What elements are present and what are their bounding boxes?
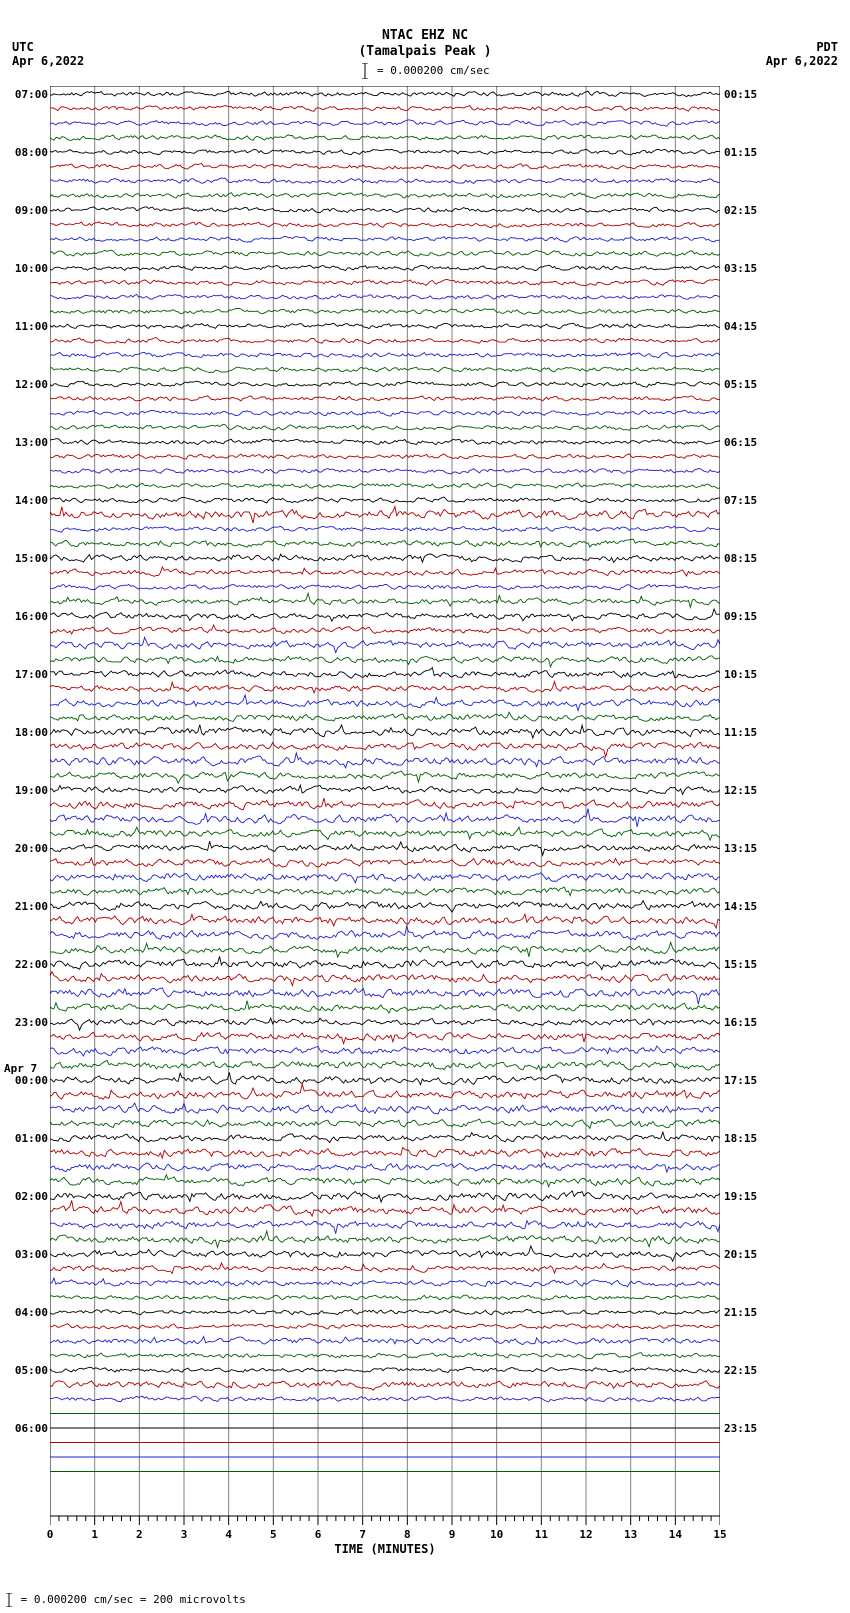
timezone-left: UTC Apr 6,2022 <box>12 40 84 68</box>
pdt-label: 18:15 <box>724 1132 757 1145</box>
x-tick: 10 <box>490 1528 503 1541</box>
pdt-label: 19:15 <box>724 1190 757 1203</box>
pdt-label: 20:15 <box>724 1248 757 1261</box>
pdt-label: 12:15 <box>724 784 757 797</box>
seismogram-svg <box>50 86 720 1516</box>
pdt-label: 03:15 <box>724 262 757 275</box>
utc-label: 10:00 <box>15 262 48 275</box>
date-marker: Apr 7 <box>4 1062 37 1075</box>
utc-label: 15:00 <box>15 552 48 565</box>
utc-label: 07:00 <box>15 88 48 101</box>
footer-scale-bar-icon <box>4 1593 14 1607</box>
utc-label: 16:00 <box>15 610 48 623</box>
utc-label: 21:00 <box>15 900 48 913</box>
utc-label: 00:00 <box>15 1074 48 1087</box>
pdt-label: 09:15 <box>724 610 757 623</box>
timezone-right: PDT Apr 6,2022 <box>766 40 838 68</box>
x-tick: 15 <box>713 1528 726 1541</box>
chart-header: NTAC EHZ NC (Tamalpais Peak ) = 0.000200… <box>0 0 850 79</box>
utc-label: 18:00 <box>15 726 48 739</box>
utc-label: 04:00 <box>15 1306 48 1319</box>
scale-bar-icon <box>360 63 370 79</box>
tz-left-label: UTC <box>12 40 84 54</box>
x-tick: 6 <box>315 1528 322 1541</box>
pdt-label: 17:15 <box>724 1074 757 1087</box>
pdt-label: 16:15 <box>724 1016 757 1029</box>
pdt-label: 02:15 <box>724 204 757 217</box>
pdt-label: 13:15 <box>724 842 757 855</box>
utc-label: 06:00 <box>15 1422 48 1435</box>
x-tick: 5 <box>270 1528 277 1541</box>
utc-label: 12:00 <box>15 378 48 391</box>
x-tick: 8 <box>404 1528 411 1541</box>
x-tick: 0 <box>47 1528 54 1541</box>
pdt-label: 21:15 <box>724 1306 757 1319</box>
station-location: (Tamalpais Peak ) <box>0 44 850 60</box>
utc-label: 17:00 <box>15 668 48 681</box>
pdt-label: 07:15 <box>724 494 757 507</box>
utc-label: 19:00 <box>15 784 48 797</box>
utc-label: 14:00 <box>15 494 48 507</box>
pdt-label: 10:15 <box>724 668 757 681</box>
tz-left-date: Apr 6,2022 <box>12 54 84 68</box>
pdt-label: 00:15 <box>724 88 757 101</box>
x-axis-ticks <box>50 1516 720 1536</box>
pdt-label: 05:15 <box>724 378 757 391</box>
scale-indicator: = 0.000200 cm/sec <box>0 63 850 79</box>
utc-label: 11:00 <box>15 320 48 333</box>
x-tick: 9 <box>449 1528 456 1541</box>
x-tick: 4 <box>225 1528 232 1541</box>
x-tick: 11 <box>535 1528 548 1541</box>
pdt-label: 04:15 <box>724 320 757 333</box>
x-tick: 14 <box>669 1528 682 1541</box>
utc-label: 08:00 <box>15 146 48 159</box>
utc-label: 20:00 <box>15 842 48 855</box>
utc-label: 13:00 <box>15 436 48 449</box>
footer-text: = 0.000200 cm/sec = 200 microvolts <box>21 1593 246 1606</box>
utc-label: 05:00 <box>15 1364 48 1377</box>
x-tick: 12 <box>579 1528 592 1541</box>
pdt-label: 15:15 <box>724 958 757 971</box>
x-tick: 13 <box>624 1528 637 1541</box>
pdt-label: 22:15 <box>724 1364 757 1377</box>
station-code: NTAC EHZ NC <box>0 28 850 44</box>
utc-label: 03:00 <box>15 1248 48 1261</box>
tz-right-date: Apr 6,2022 <box>766 54 838 68</box>
x-tick: 7 <box>359 1528 366 1541</box>
x-axis: 0123456789101112131415 TIME (MINUTES) <box>50 1520 720 1560</box>
pdt-label: 11:15 <box>724 726 757 739</box>
utc-label: 23:00 <box>15 1016 48 1029</box>
tz-right-label: PDT <box>766 40 838 54</box>
x-axis-title: TIME (MINUTES) <box>334 1542 435 1556</box>
scale-text: = 0.000200 cm/sec <box>377 64 490 77</box>
pdt-label: 01:15 <box>724 146 757 159</box>
utc-label: 02:00 <box>15 1190 48 1203</box>
pdt-label: 08:15 <box>724 552 757 565</box>
seismogram-container: UTC Apr 6,2022 PDT Apr 6,2022 NTAC EHZ N… <box>0 0 850 1613</box>
x-tick: 1 <box>91 1528 98 1541</box>
footer-scale: = 0.000200 cm/sec = 200 microvolts <box>4 1593 246 1607</box>
utc-label: 22:00 <box>15 958 48 971</box>
pdt-label: 14:15 <box>724 900 757 913</box>
x-tick: 2 <box>136 1528 143 1541</box>
x-tick: 3 <box>181 1528 188 1541</box>
utc-label: 01:00 <box>15 1132 48 1145</box>
pdt-label: 06:15 <box>724 436 757 449</box>
utc-label: 09:00 <box>15 204 48 217</box>
chart-area <box>50 86 720 1516</box>
pdt-label: 23:15 <box>724 1422 757 1435</box>
